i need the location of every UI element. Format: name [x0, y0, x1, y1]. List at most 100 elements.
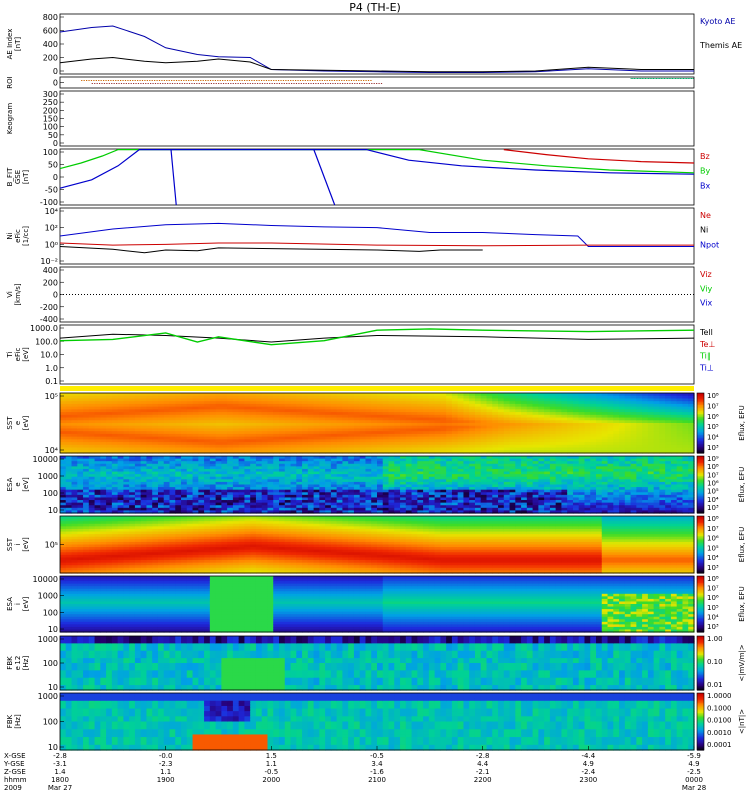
roi-dot — [209, 80, 212, 81]
spectrogram-cell — [117, 414, 124, 419]
spectrogram-cell — [388, 425, 395, 430]
spectrogram-cell — [261, 420, 269, 424]
spectrogram-cell — [353, 474, 361, 478]
spectrogram-cell — [186, 401, 194, 405]
spectrogram-cell — [474, 456, 482, 460]
spectrogram-cell — [446, 439, 453, 443]
spectrogram-cell — [284, 494, 292, 499]
roi-dot — [179, 83, 181, 84]
roi-dot — [184, 83, 186, 84]
spectrogram-cell — [307, 444, 315, 449]
spectrogram-cell — [325, 479, 332, 483]
spectrogram-cell — [244, 492, 251, 496]
spectrogram-cell — [365, 409, 372, 413]
spectrogram-cell — [319, 456, 326, 460]
spectrogram-cell — [204, 500, 211, 504]
spectrogram-cell — [538, 458, 545, 462]
spectrogram-cell — [284, 510, 292, 514]
spectrogram-cell — [198, 395, 205, 400]
spectrogram-cell — [313, 461, 320, 465]
spectrogram-cell — [140, 479, 148, 483]
roi-dot — [280, 80, 282, 81]
spectrogram-cell — [428, 502, 436, 506]
spectrogram-cell — [434, 398, 441, 402]
spectrogram-cell — [515, 428, 522, 432]
spectrogram-cell — [111, 505, 119, 509]
spectrogram-cell — [555, 433, 563, 438]
spectrogram-cell — [65, 505, 73, 509]
spectrogram-cell — [129, 409, 136, 413]
spectrogram-cell — [388, 414, 395, 419]
spectrogram-cell — [417, 450, 424, 454]
spectrogram-cell — [642, 403, 649, 408]
spectrogram-cell — [232, 481, 240, 486]
spectrogram-cell — [440, 489, 447, 493]
spectrogram-cell — [129, 395, 136, 400]
spectrogram-cell — [371, 487, 378, 491]
spectrogram-cell — [169, 468, 176, 473]
spectrogram-cell — [474, 476, 482, 480]
spectrogram-cell — [428, 458, 436, 462]
spectrogram-cell — [682, 409, 689, 413]
spectrogram-cell — [400, 406, 407, 410]
spectrogram-cell — [613, 406, 620, 410]
spectrogram-cell — [313, 456, 320, 460]
spectrogram-cell — [549, 439, 557, 443]
spectrogram-cell — [532, 398, 539, 402]
spectrogram-cell — [567, 481, 574, 486]
roi-dot — [235, 83, 237, 84]
spectrogram-cell — [613, 393, 620, 397]
spectrogram-cell — [77, 458, 84, 462]
spectrogram-cell — [111, 481, 119, 486]
spectrogram-cell — [590, 436, 597, 440]
spectrogram-cell — [590, 425, 597, 430]
roi-dot — [176, 83, 178, 84]
spectrogram-cell — [77, 423, 84, 427]
spectrogram-cell — [336, 447, 344, 451]
spectrogram-cell — [157, 428, 165, 432]
spectrogram-cell — [601, 420, 609, 424]
spectrogram-cell — [342, 425, 349, 430]
spectrogram-cell — [169, 417, 176, 421]
spectrogram-cell — [613, 403, 620, 408]
spectrogram-cell — [273, 458, 280, 462]
roi-dot — [278, 83, 281, 84]
spectrogram-cell — [521, 450, 528, 454]
spectrogram-cell — [215, 425, 222, 430]
spectrogram-cell — [590, 414, 597, 419]
spectrogram-cell — [394, 487, 401, 491]
spectrogram-cell — [549, 474, 557, 478]
spectrogram-cell — [192, 447, 199, 451]
spectrogram-cell — [590, 395, 597, 400]
spectrogram-cell — [181, 474, 188, 478]
spectrogram-cell — [521, 412, 528, 416]
spectrogram-cell — [446, 497, 453, 501]
spectrogram-cell — [434, 456, 441, 460]
spectrogram-cell — [267, 466, 274, 470]
spectrogram-cell — [388, 433, 395, 438]
spectrogram-cell — [244, 487, 251, 491]
spectrogram-cell — [186, 436, 194, 440]
spectrogram-cell — [94, 458, 101, 462]
spectrogram-cell — [400, 450, 407, 454]
spectrogram-cell — [325, 406, 332, 410]
spectrogram-cell — [469, 442, 476, 446]
spectrogram-cell — [613, 409, 620, 413]
spectrogram-cell — [198, 481, 205, 486]
spectrogram-cell — [480, 447, 488, 451]
spectrogram-cell — [474, 500, 482, 504]
spectrogram-cell — [273, 489, 280, 493]
spectrogram-cell — [267, 468, 274, 473]
spectrogram-cell — [428, 439, 436, 443]
spectrogram-cell — [359, 395, 367, 400]
spectrogram-cell — [405, 395, 413, 400]
spectrogram-cell — [572, 471, 580, 475]
spectrogram-cell — [607, 442, 614, 446]
spectrogram-cell — [365, 417, 372, 421]
spectrogram-cell — [353, 433, 361, 438]
spectrogram-cell — [567, 466, 574, 470]
spectrogram-cell — [532, 456, 539, 460]
spectrogram-cell — [290, 481, 297, 486]
spectrogram-cell — [388, 484, 395, 488]
spectrogram-cell — [417, 505, 424, 509]
